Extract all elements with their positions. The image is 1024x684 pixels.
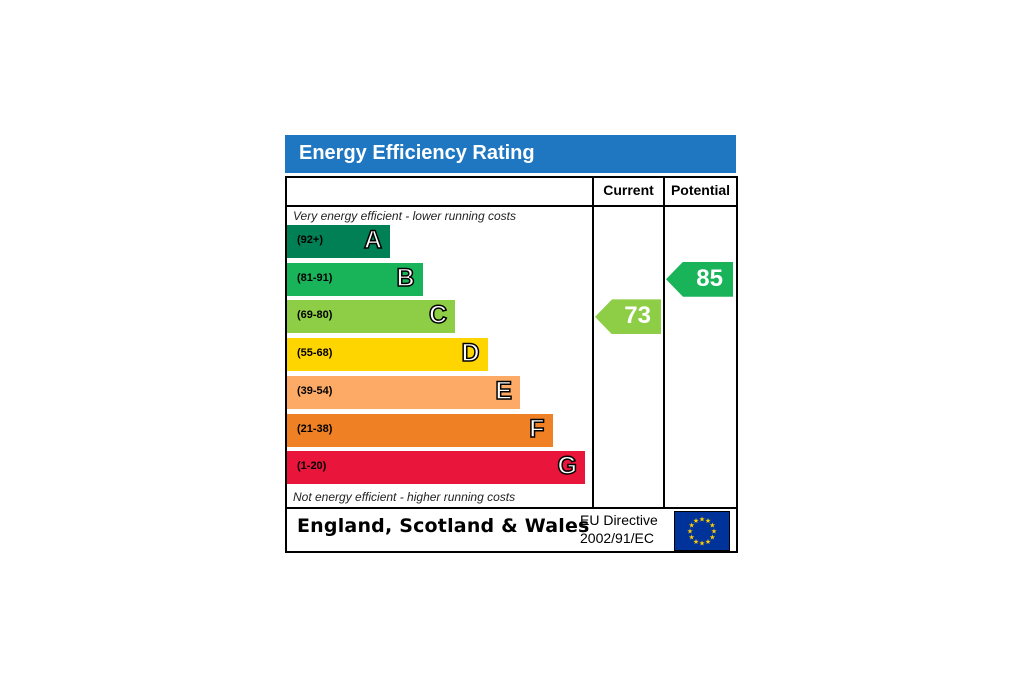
- eu-star-icon: ★: [699, 540, 705, 548]
- note-inefficient: Not energy efficient - higher running co…: [293, 490, 516, 504]
- eu-star-icon: ★: [709, 534, 715, 542]
- eu-flag-icon: ★ ★ ★ ★ ★ ★ ★ ★ ★ ★ ★ ★: [674, 511, 730, 551]
- column-header-potential: Potential: [670, 182, 731, 198]
- band-letter: G: [557, 451, 578, 481]
- band-b: (81-91) B: [287, 262, 423, 296]
- region-label: England, Scotland & Wales: [297, 515, 590, 537]
- eu-directive: EU Directive 2002/91/EC: [580, 511, 658, 547]
- band-range: (39-54): [297, 384, 333, 397]
- eu-directive-line1: EU Directive: [580, 512, 658, 528]
- eu-star-icon: ★: [709, 522, 715, 530]
- band-letter: C: [428, 301, 448, 331]
- eu-directive-line2: 2002/91/EC: [580, 530, 654, 546]
- column-header-current: Current: [603, 182, 654, 198]
- divider-current: [592, 178, 594, 507]
- band-letter: B: [396, 263, 416, 293]
- eu-star-icon: ★: [711, 528, 717, 536]
- band-range: (92+): [297, 234, 323, 246]
- eu-star-icon: ★: [687, 528, 693, 536]
- eu-star-icon: ★: [693, 517, 699, 525]
- chart-title: Energy Efficiency Rating: [299, 142, 535, 164]
- band-f: (21-38) F: [287, 413, 553, 447]
- band-range: (55-68): [297, 347, 333, 360]
- eu-star-icon: ★: [699, 516, 705, 524]
- eu-star-icon: ★: [705, 538, 711, 546]
- title-bar: Energy Efficiency Rating: [285, 135, 736, 173]
- header-divider: [287, 205, 736, 207]
- footer-divider: [287, 507, 736, 509]
- eu-star-icon: ★: [705, 517, 711, 525]
- current-rating-value: 73: [624, 302, 651, 330]
- rating-chart: Current Potential Very energy efficient …: [285, 176, 738, 553]
- eu-star-icon: ★: [693, 538, 699, 546]
- band-a: (92+) A: [287, 225, 390, 258]
- band-range: (1-20): [297, 460, 327, 473]
- eu-star-icon: ★: [688, 534, 694, 542]
- band-letter: E: [495, 376, 513, 406]
- band-letter: D: [461, 338, 481, 368]
- band-letter: F: [528, 414, 545, 444]
- eu-star-icon: ★: [688, 522, 694, 530]
- potential-rating-arrow: 85: [666, 261, 733, 297]
- band-range: (81-91): [297, 271, 333, 284]
- band-range: (21-38): [297, 422, 333, 435]
- band-g: (1-20) G: [287, 451, 585, 485]
- band-d: (55-68) D: [287, 338, 488, 372]
- potential-rating-value: 85: [696, 264, 723, 292]
- band-c: (69-80) C: [287, 300, 455, 334]
- band-range: (69-80): [297, 309, 333, 322]
- band-letter: A: [363, 225, 383, 255]
- note-efficient: Very energy efficient - lower running co…: [293, 209, 516, 223]
- divider-potential: [663, 178, 665, 507]
- current-rating-arrow: 73: [595, 299, 661, 335]
- band-e: (39-54) E: [287, 375, 520, 409]
